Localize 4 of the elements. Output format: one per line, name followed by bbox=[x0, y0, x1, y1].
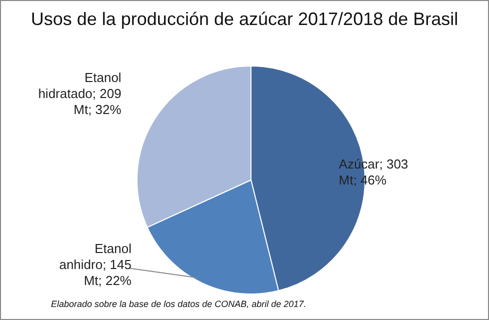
chart-title: Usos de la producción de azúcar 2017/2018 de Brasil bbox=[30, 9, 460, 31]
text: Elaborado sobre la base de los datos de CONAB, abril de 2017. bbox=[51, 299, 306, 309]
slice-label: Etanol anhidro; 145 Mt; 22% bbox=[59, 242, 132, 289]
slice-label: Etanol hidratado; 209 Mt; 32% bbox=[38, 70, 122, 118]
